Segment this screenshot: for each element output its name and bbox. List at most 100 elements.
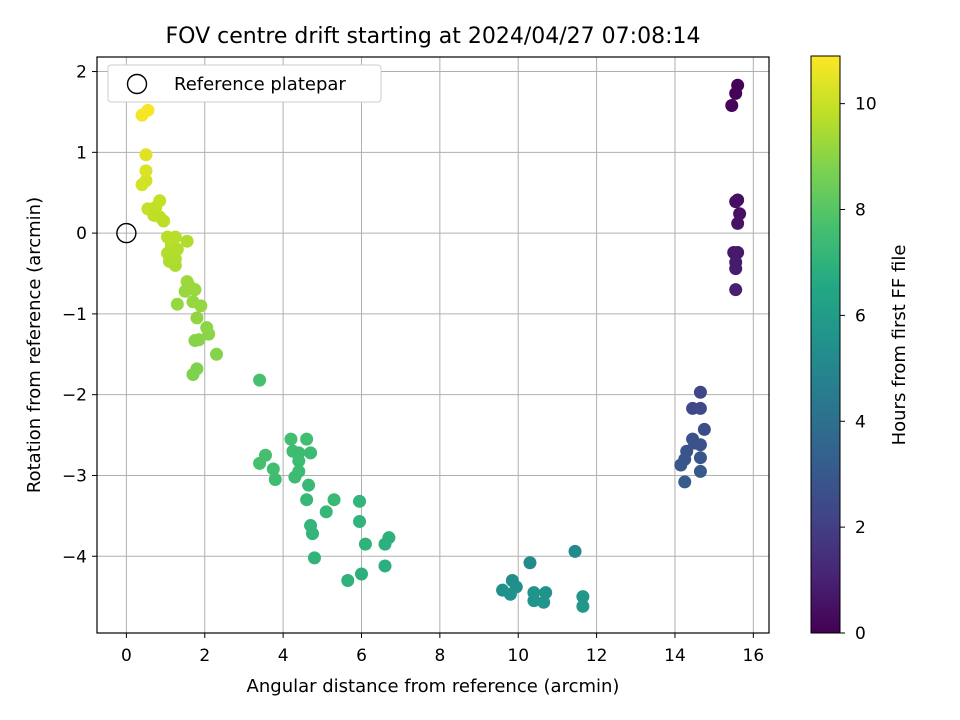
data-point — [576, 590, 590, 604]
data-point — [153, 194, 167, 208]
data-point — [210, 347, 224, 361]
y-tick-label: −2 — [62, 386, 87, 406]
x-tick-label: 12 — [586, 646, 608, 666]
data-point — [304, 446, 318, 460]
x-tick-label: 0 — [121, 646, 132, 666]
data-point — [168, 258, 182, 272]
legend: Reference platepar — [107, 64, 382, 103]
data-point — [693, 401, 707, 415]
data-point — [733, 207, 747, 221]
data-point — [284, 432, 298, 446]
data-point — [300, 493, 314, 507]
data-point — [537, 595, 551, 609]
colorbar-ticks: 0 2 4 6 8 10 — [840, 95, 877, 644]
data-point — [539, 586, 553, 600]
data-point — [354, 567, 368, 581]
data-point — [568, 544, 582, 558]
data-point — [186, 367, 200, 381]
data-point — [139, 148, 153, 162]
data-point — [170, 297, 184, 311]
x-axis-ticks: 0 2 4 6 8 10 12 14 16 — [121, 633, 764, 666]
data-point — [693, 451, 707, 465]
colorbar — [810, 55, 841, 634]
y-axis-ticks: −4 −3 −2 −1 0 1 2 — [62, 63, 97, 567]
y-tick-label: −4 — [62, 547, 87, 567]
data-point — [141, 103, 155, 117]
colorbar-tick-label: 0 — [855, 624, 866, 644]
data-point — [139, 164, 153, 178]
y-tick-label: −1 — [62, 305, 87, 325]
data-point — [266, 462, 280, 476]
plot-frame — [96, 56, 770, 634]
y-tick-label: 0 — [76, 224, 87, 244]
data-point — [731, 246, 745, 260]
data-point — [725, 98, 739, 112]
y-tick-label: 2 — [76, 63, 87, 83]
data-point — [327, 493, 341, 507]
data-point — [576, 599, 590, 613]
colorbar-tick-label: 6 — [855, 306, 866, 326]
x-tick-label: 6 — [356, 646, 367, 666]
legend-box — [107, 64, 382, 103]
data-point — [353, 494, 367, 508]
data-point — [139, 174, 153, 188]
colorbar-tick-label: 2 — [855, 518, 866, 538]
data-point — [729, 195, 743, 209]
x-axis-label: Angular distance from reference (arcmin) — [247, 676, 620, 697]
data-point — [302, 478, 316, 492]
data-point — [192, 333, 206, 347]
x-tick-label: 10 — [507, 646, 529, 666]
data-point — [693, 438, 707, 452]
x-tick-label: 4 — [278, 646, 289, 666]
data-point — [288, 470, 302, 484]
data-point — [319, 505, 333, 519]
data-point — [190, 311, 204, 325]
data-point — [186, 295, 200, 309]
data-point — [697, 422, 711, 436]
data-point — [253, 373, 267, 387]
data-point — [678, 475, 692, 489]
data-point — [503, 587, 517, 601]
data-point — [292, 454, 306, 468]
colorbar-tick-label: 4 — [855, 412, 866, 432]
data-point — [729, 283, 743, 297]
data-point — [307, 551, 321, 565]
data-point — [729, 86, 743, 100]
data-point — [693, 464, 707, 478]
data-point — [306, 527, 320, 541]
data-point — [180, 234, 194, 248]
data-points — [135, 78, 747, 613]
y-tick-label: 1 — [76, 143, 87, 163]
data-point — [693, 385, 707, 399]
data-point — [157, 214, 171, 228]
data-point — [378, 537, 392, 551]
x-tick-label: 8 — [434, 646, 445, 666]
grid-lines — [97, 57, 769, 633]
data-point — [729, 262, 743, 276]
reference-point — [116, 222, 137, 244]
y-tick-label: −3 — [62, 466, 87, 486]
data-point — [268, 473, 282, 487]
x-tick-label: 14 — [664, 646, 686, 666]
data-point — [253, 456, 267, 470]
data-point — [378, 559, 392, 573]
legend-label: Reference platepar — [174, 74, 346, 95]
data-point — [300, 432, 314, 446]
data-point — [178, 284, 192, 298]
legend-marker — [126, 73, 148, 95]
y-axis-label: Rotation from reference (arcmin) — [24, 197, 45, 493]
colorbar-tick-label: 10 — [855, 95, 877, 115]
data-point — [674, 458, 688, 472]
data-point — [731, 216, 745, 230]
data-point — [523, 556, 537, 570]
data-point — [170, 242, 184, 256]
x-tick-label: 16 — [743, 646, 765, 666]
data-point — [353, 515, 367, 529]
data-point — [341, 573, 355, 587]
data-point — [527, 594, 541, 608]
data-point — [200, 321, 214, 335]
chart-title: FOV centre drift starting at 2024/04/27 … — [166, 24, 701, 49]
colorbar-label: Hours from first FF file — [889, 245, 910, 446]
reference-marker — [116, 222, 137, 244]
